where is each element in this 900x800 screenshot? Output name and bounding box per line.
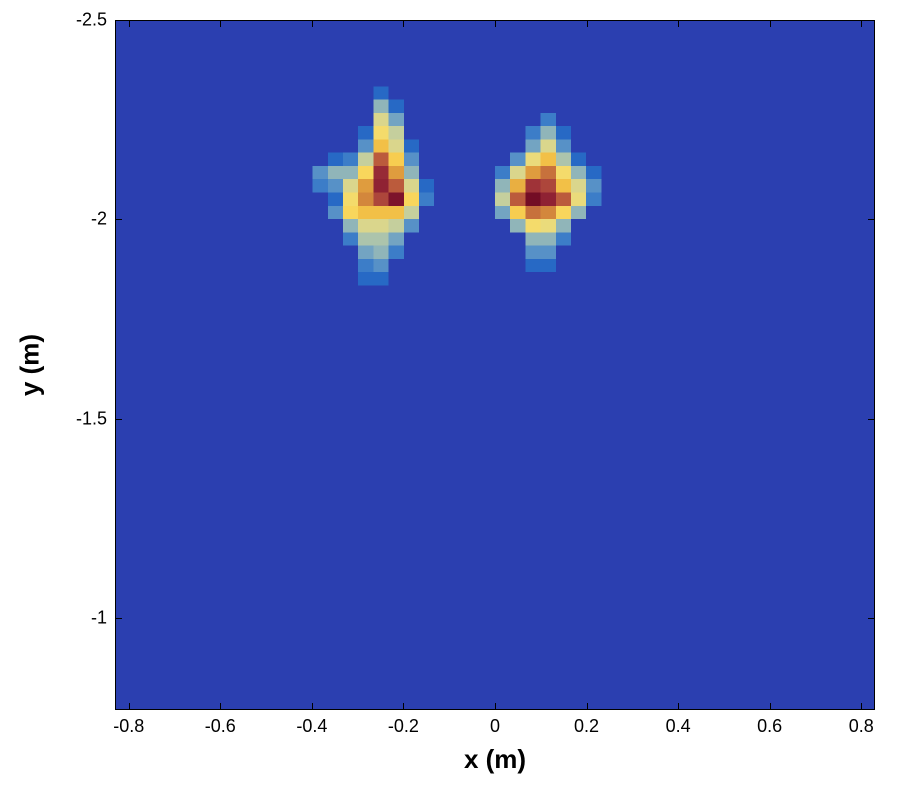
x-tick-label: -0.6 xyxy=(205,716,236,737)
x-tick xyxy=(770,703,771,710)
y-tick-right xyxy=(868,419,875,420)
x-tick-top xyxy=(312,20,313,27)
y-tick-label: -2.5 xyxy=(76,10,107,31)
x-tick-top xyxy=(220,20,221,27)
x-tick-top xyxy=(861,20,862,27)
figure: x (m) y (m) -0.8 -0.6 -0.4 -0.2 0 0.2 0.4 0.6 0.… xyxy=(0,0,900,800)
x-tick-label: -0.2 xyxy=(388,716,419,737)
x-tick-top xyxy=(403,20,404,27)
x-tick xyxy=(312,703,313,710)
x-tick xyxy=(220,703,221,710)
x-tick-label: 0 xyxy=(490,716,500,737)
x-tick-label: 0.6 xyxy=(757,716,782,737)
x-axis-label: x (m) xyxy=(464,744,526,775)
x-tick-top xyxy=(587,20,588,27)
x-tick xyxy=(678,703,679,710)
x-tick xyxy=(861,703,862,710)
y-tick xyxy=(115,219,122,220)
y-tick-right xyxy=(868,20,875,21)
y-axis-label: y (m) xyxy=(15,334,46,396)
y-tick-label: -1.5 xyxy=(76,408,107,429)
x-tick-label: 0.4 xyxy=(666,716,691,737)
y-tick-label: -1 xyxy=(91,608,107,629)
x-tick xyxy=(495,703,496,710)
y-tick xyxy=(115,20,122,21)
y-tick xyxy=(115,618,122,619)
x-tick-label: 0.8 xyxy=(849,716,874,737)
y-tick-label: -2 xyxy=(91,209,107,230)
y-tick-right xyxy=(868,219,875,220)
x-tick-top xyxy=(770,20,771,27)
x-tick-label: 0.2 xyxy=(574,716,599,737)
x-tick-top xyxy=(495,20,496,27)
x-tick-label: -0.4 xyxy=(296,716,327,737)
x-tick-top xyxy=(129,20,130,27)
x-tick xyxy=(129,703,130,710)
x-tick-label: -0.8 xyxy=(113,716,144,737)
x-tick xyxy=(403,703,404,710)
x-tick-top xyxy=(678,20,679,27)
y-tick xyxy=(115,419,122,420)
y-tick-right xyxy=(868,618,875,619)
x-tick xyxy=(587,703,588,710)
heatmap-plot xyxy=(115,20,875,710)
heatmap-canvas xyxy=(115,20,875,710)
